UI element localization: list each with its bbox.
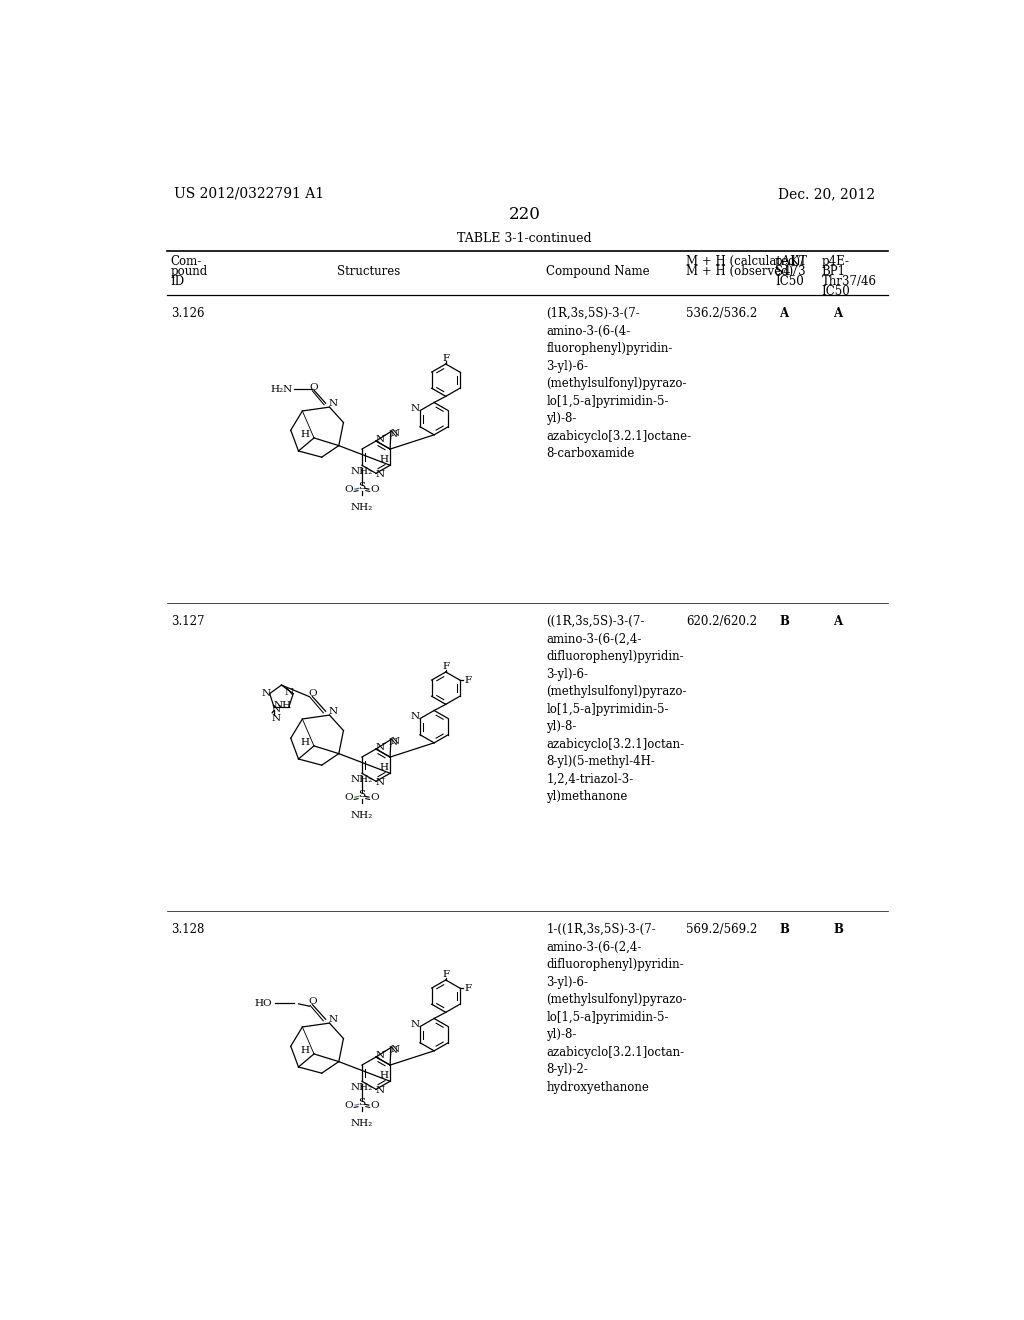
Text: O: O <box>371 484 380 494</box>
Text: N: N <box>390 737 399 746</box>
Text: Thr37/46: Thr37/46 <box>821 275 877 288</box>
Text: N: N <box>271 714 281 722</box>
Text: 620.2/620.2: 620.2/620.2 <box>686 615 757 628</box>
Text: NH: NH <box>273 701 292 710</box>
Text: O: O <box>344 484 353 494</box>
Text: NH₂: NH₂ <box>351 503 373 512</box>
Text: N: N <box>410 711 419 721</box>
Text: H: H <box>300 1045 309 1055</box>
Text: BP1: BP1 <box>821 264 846 277</box>
Text: S: S <box>358 482 366 491</box>
Text: N: N <box>376 436 384 444</box>
Text: US 2012/0322791 A1: US 2012/0322791 A1 <box>174 187 325 201</box>
Text: ((1R,3s,5S)-3-(7-
amino-3-(6-(2,4-
difluorophenyl)pyridin-
3-yl)-6-
(methylsulfo: ((1R,3s,5S)-3-(7- amino-3-(6-(2,4- diflu… <box>547 615 687 803</box>
Text: S473: S473 <box>775 264 806 277</box>
Text: N: N <box>376 1086 384 1096</box>
Text: 569.2/569.2: 569.2/569.2 <box>686 923 758 936</box>
Text: NH₂: NH₂ <box>351 1084 373 1092</box>
Text: F: F <box>442 663 450 671</box>
Text: 3.126: 3.126 <box>171 308 204 319</box>
Text: NH₂: NH₂ <box>351 775 373 784</box>
Text: p4E-: p4E- <box>821 255 850 268</box>
Text: N: N <box>329 706 338 715</box>
Text: 3.128: 3.128 <box>171 923 204 936</box>
Text: B: B <box>834 923 843 936</box>
Text: B: B <box>779 923 788 936</box>
Text: F: F <box>442 354 450 363</box>
Text: 1-((1R,3s,5S)-3-(7-
amino-3-(6-(2,4-
difluorophenyl)pyridin-
3-yl)-6-
(methylsul: 1-((1R,3s,5S)-3-(7- amino-3-(6-(2,4- dif… <box>547 923 687 1093</box>
Text: O: O <box>308 689 316 698</box>
Text: 536.2/536.2: 536.2/536.2 <box>686 308 758 319</box>
Text: ID: ID <box>171 275 184 288</box>
Text: N: N <box>261 689 270 698</box>
Text: N: N <box>410 404 419 413</box>
Text: N: N <box>285 688 294 697</box>
Text: H: H <box>380 454 388 463</box>
Text: N: N <box>376 1051 384 1060</box>
Text: O: O <box>344 1101 353 1110</box>
Text: N: N <box>388 1047 397 1055</box>
Text: N: N <box>388 738 397 747</box>
Text: A: A <box>834 308 843 319</box>
Text: N: N <box>329 1015 338 1024</box>
Text: NH₂: NH₂ <box>351 1119 373 1129</box>
Text: H: H <box>300 429 309 438</box>
Text: F: F <box>464 983 471 993</box>
Text: O: O <box>308 997 316 1006</box>
Text: A: A <box>779 308 788 319</box>
Text: N: N <box>388 430 397 440</box>
Text: N: N <box>410 1020 419 1028</box>
Text: N: N <box>376 470 384 479</box>
Text: S: S <box>358 791 366 800</box>
Text: O: O <box>309 383 318 392</box>
Text: (1R,3s,5S)-3-(7-
amino-3-(6-(4-
fluorophenyl)pyridin-
3-yl)-6-
(methylsulfonyl)p: (1R,3s,5S)-3-(7- amino-3-(6-(4- fluoroph… <box>547 308 691 459</box>
Text: pound: pound <box>171 264 208 277</box>
Text: N: N <box>329 399 338 408</box>
Text: A: A <box>834 615 843 628</box>
Text: F: F <box>464 676 471 685</box>
Text: HO: HO <box>255 999 272 1007</box>
Text: S: S <box>358 1098 366 1107</box>
Text: TABLE 3-1-continued: TABLE 3-1-continued <box>458 231 592 244</box>
Text: M + H (observed): M + H (observed) <box>686 264 794 277</box>
Text: Compound Name: Compound Name <box>547 264 650 277</box>
Text: Structures: Structures <box>337 264 400 277</box>
Text: O: O <box>344 792 353 801</box>
Text: F: F <box>442 970 450 979</box>
Text: N: N <box>376 743 384 752</box>
Text: N: N <box>390 1044 399 1053</box>
Text: NH₂: NH₂ <box>351 810 373 820</box>
Text: Com-: Com- <box>171 255 202 268</box>
Text: IC50: IC50 <box>775 275 804 288</box>
Text: H: H <box>380 763 388 772</box>
Text: IC50: IC50 <box>821 285 850 298</box>
Text: O: O <box>371 1101 380 1110</box>
Text: Dec. 20, 2012: Dec. 20, 2012 <box>778 187 876 201</box>
Text: H: H <box>380 1071 388 1080</box>
Text: 220: 220 <box>509 206 541 223</box>
Text: B: B <box>779 615 788 628</box>
Text: N: N <box>376 779 384 787</box>
Text: NH₂: NH₂ <box>351 467 373 477</box>
Text: N: N <box>390 429 399 438</box>
Text: pAKT: pAKT <box>775 255 808 268</box>
Text: H: H <box>300 738 309 747</box>
Text: H₂N: H₂N <box>270 385 292 393</box>
Text: M + H (calculated)/: M + H (calculated)/ <box>686 255 804 268</box>
Text: O: O <box>371 792 380 801</box>
Text: N: N <box>271 705 281 714</box>
Text: 3.127: 3.127 <box>171 615 204 628</box>
